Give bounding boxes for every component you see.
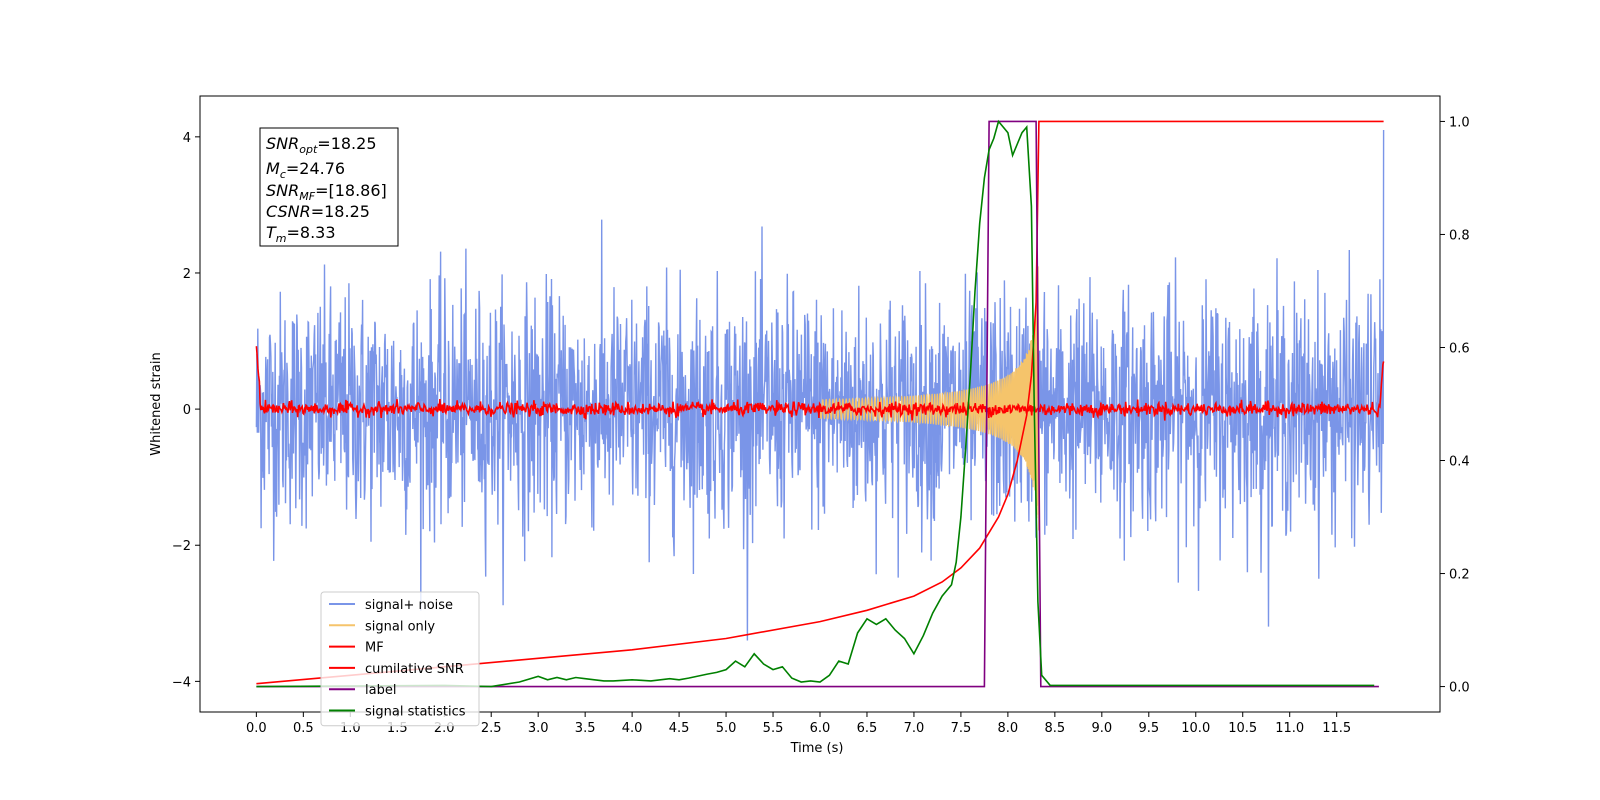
annotation-mc: Mc=24.76 [266, 159, 345, 181]
y-left-tick-label: −2 [172, 539, 191, 554]
legend-label: signal only [365, 619, 435, 634]
x-tick-label: 6.5 [857, 721, 878, 736]
y-axis-title: Whitened strain [149, 352, 164, 455]
x-tick-label: 11.0 [1275, 721, 1304, 736]
annotation-csnr: CSNR=18.25 [266, 202, 370, 221]
y-left-tick-label: −4 [172, 675, 191, 690]
annotation-snr-opt: SNRopt=18.25 [266, 134, 377, 156]
y-right-tick-label: 0.8 [1449, 228, 1470, 243]
legend-item: MF [329, 641, 384, 656]
y-right-tick-label: 0.0 [1449, 681, 1470, 696]
legend-box [320, 591, 480, 727]
legend-item: signal only [329, 619, 435, 634]
legend-item: signal+ noise [329, 598, 453, 613]
x-tick-label: 8.0 [998, 721, 1019, 736]
legend-label: signal statistics [365, 705, 466, 720]
plot-area [255, 119, 1385, 688]
x-tick-label: 9.0 [1091, 721, 1112, 736]
legend-label: signal+ noise [365, 598, 453, 613]
series-signal-only [819, 266, 1040, 531]
x-tick-label: 8.5 [1045, 721, 1066, 736]
y-right-tick-label: 0.6 [1449, 341, 1470, 356]
annotation-snr-mf: SNRMF=[18.86] [266, 181, 387, 203]
x-tick-label: 4.0 [622, 721, 643, 736]
x-tick-label: 7.5 [951, 721, 972, 736]
y-left-tick-label: 4 [183, 131, 191, 146]
y-left-tick-label: 0 [183, 403, 191, 418]
legend-label: label [365, 683, 396, 698]
x-tick-label: 0.5 [293, 721, 314, 736]
annotation-tm: Tm=8.33 [266, 223, 336, 245]
x-tick-label: 3.5 [575, 721, 596, 736]
x-axis: 0.0 0.5 1.0 1.5 2.0 2.5 3.0 3.5 4.0 4.5 5.0 5.5 6.0 6… [246, 712, 1351, 736]
legend-item: cumilative SNR [329, 662, 464, 677]
x-tick-label: 11.5 [1322, 721, 1351, 736]
legend-label: MF [365, 641, 384, 656]
x-tick-label: 0.0 [246, 721, 267, 736]
annotation-box: SNRopt=18.25 Mc=24.76 SNRMF=[18.86] CSNR… [259, 127, 399, 247]
x-tick-label: 5.0 [716, 721, 737, 736]
x-tick-label: 7.0 [904, 721, 925, 736]
y-left-tick-label: 2 [183, 267, 191, 282]
y-right-tick-label: 1.0 [1449, 115, 1470, 130]
y-right-tick-label: 0.4 [1449, 455, 1470, 470]
legend-label: cumilative SNR [365, 662, 464, 677]
y-right-tick-label: 0.2 [1449, 568, 1470, 583]
x-tick-label: 3.0 [528, 721, 549, 736]
x-tick-label: 6.0 [810, 721, 831, 736]
x-axis-title: Time (s) [790, 741, 844, 756]
x-tick-label: 4.5 [669, 721, 690, 736]
x-tick-label: 2.5 [481, 721, 502, 736]
y-axis-left: −4 −2 0 2 4 [172, 131, 200, 690]
x-tick-label: 5.5 [763, 721, 784, 736]
series-signal-statistics [256, 119, 1375, 688]
legend-item: signal statistics [329, 705, 466, 720]
series-mf [255, 346, 1385, 421]
legend: signal+ noise signal only MF cumilative SNR… [320, 591, 480, 727]
x-tick-label: 10.5 [1228, 721, 1257, 736]
series-signal-noise [255, 129, 1385, 641]
x-tick-label: 10.0 [1181, 721, 1210, 736]
x-tick-label: 9.5 [1138, 721, 1159, 736]
series-cumulative-snr [256, 120, 1384, 685]
series-label [256, 120, 1379, 688]
y-axis-right: 0.0 0.2 0.4 0.6 0.8 1.0 [1440, 115, 1470, 696]
legend-item: label [329, 683, 396, 698]
